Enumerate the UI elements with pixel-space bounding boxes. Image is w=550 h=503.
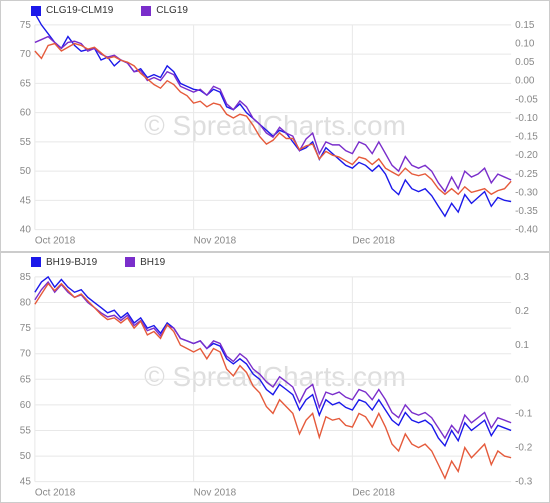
svg-text:55: 55 (20, 137, 32, 148)
svg-text:Nov 2018: Nov 2018 (194, 236, 237, 247)
chart-panel-top: CLG19-CLM19 CLG19 © SpreadCharts.com 404… (0, 0, 550, 252)
svg-text:Nov 2018: Nov 2018 (194, 487, 237, 498)
svg-text:75: 75 (20, 20, 32, 31)
svg-text:65: 65 (20, 78, 32, 89)
svg-text:-0.05: -0.05 (515, 94, 538, 105)
svg-text:-0.15: -0.15 (515, 132, 538, 143)
legend-bottom: BH19-BJ19 BH19 (31, 257, 165, 268)
series-CLG19 (35, 37, 511, 192)
svg-text:0.05: 0.05 (515, 57, 535, 68)
legend-item: CLG19 (141, 5, 188, 16)
svg-text:75: 75 (20, 323, 32, 334)
svg-text:40: 40 (20, 225, 32, 236)
svg-text:0.00: 0.00 (515, 76, 535, 87)
svg-text:0.0: 0.0 (515, 374, 529, 385)
svg-text:Oct 2018: Oct 2018 (35, 236, 76, 247)
legend-label: CLG19 (156, 5, 188, 16)
svg-text:-0.3: -0.3 (515, 476, 533, 487)
svg-text:55: 55 (20, 425, 32, 436)
chart-svg-bottom: 45 50 55 60 65 70 75 80 85 -0.3 -0.2 -0.1 0.0 0.1 0.2 0… (1, 253, 549, 503)
legend-item: BH19-BJ19 (31, 257, 97, 268)
svg-text:60: 60 (20, 108, 32, 119)
series-BH19 (35, 281, 511, 437)
legend-top: CLG19-CLM19 CLG19 (31, 5, 188, 16)
chart-container: CLG19-CLM19 CLG19 © SpreadCharts.com 404… (0, 0, 550, 503)
legend-swatch (31, 257, 41, 267)
svg-text:-0.35: -0.35 (515, 206, 538, 217)
svg-text:0.10: 0.10 (515, 39, 535, 50)
svg-text:65: 65 (20, 374, 32, 385)
svg-text:Dec 2018: Dec 2018 (352, 236, 395, 247)
svg-text:60: 60 (20, 399, 32, 410)
svg-text:-0.2: -0.2 (515, 442, 533, 453)
svg-text:0.3: 0.3 (515, 271, 529, 282)
svg-text:0.15: 0.15 (515, 20, 535, 31)
legend-label: BH19-BJ19 (46, 257, 97, 268)
legend-swatch (125, 257, 135, 267)
legend-item: CLG19-CLM19 (31, 5, 113, 16)
svg-text:-0.40: -0.40 (515, 225, 538, 236)
svg-text:70: 70 (20, 49, 32, 60)
svg-text:80: 80 (20, 297, 32, 308)
chart-panel-bottom: BH19-BJ19 BH19 © SpreadCharts.com 455055… (0, 252, 550, 503)
svg-text:-0.10: -0.10 (515, 113, 538, 124)
svg-text:85: 85 (20, 271, 32, 282)
svg-text:-0.1: -0.1 (515, 408, 533, 419)
series-spread (35, 44, 511, 195)
series-CLG19-CLM19 (35, 13, 511, 216)
legend-label: BH19 (140, 257, 165, 268)
svg-text:0.2: 0.2 (515, 306, 529, 317)
svg-text:50: 50 (20, 166, 32, 177)
svg-text:-0.30: -0.30 (515, 187, 538, 198)
svg-text:50: 50 (20, 451, 32, 462)
svg-text:0.1: 0.1 (515, 340, 529, 351)
svg-text:-0.20: -0.20 (515, 150, 538, 161)
legend-label: CLG19-CLM19 (46, 5, 113, 16)
legend-swatch (31, 6, 41, 16)
svg-text:45: 45 (20, 195, 32, 206)
legend-swatch (141, 6, 151, 16)
series-spread (35, 283, 511, 478)
chart-svg-top: 40 45 50 55 60 65 70 75 -0.40 -0.35 -0.30 -0.25 -0.2… (1, 1, 549, 252)
svg-text:Dec 2018: Dec 2018 (352, 487, 395, 498)
svg-text:Oct 2018: Oct 2018 (35, 487, 76, 498)
svg-text:45: 45 (20, 476, 32, 487)
svg-text:70: 70 (20, 348, 32, 359)
legend-item: BH19 (125, 257, 165, 268)
svg-text:-0.25: -0.25 (515, 169, 538, 180)
